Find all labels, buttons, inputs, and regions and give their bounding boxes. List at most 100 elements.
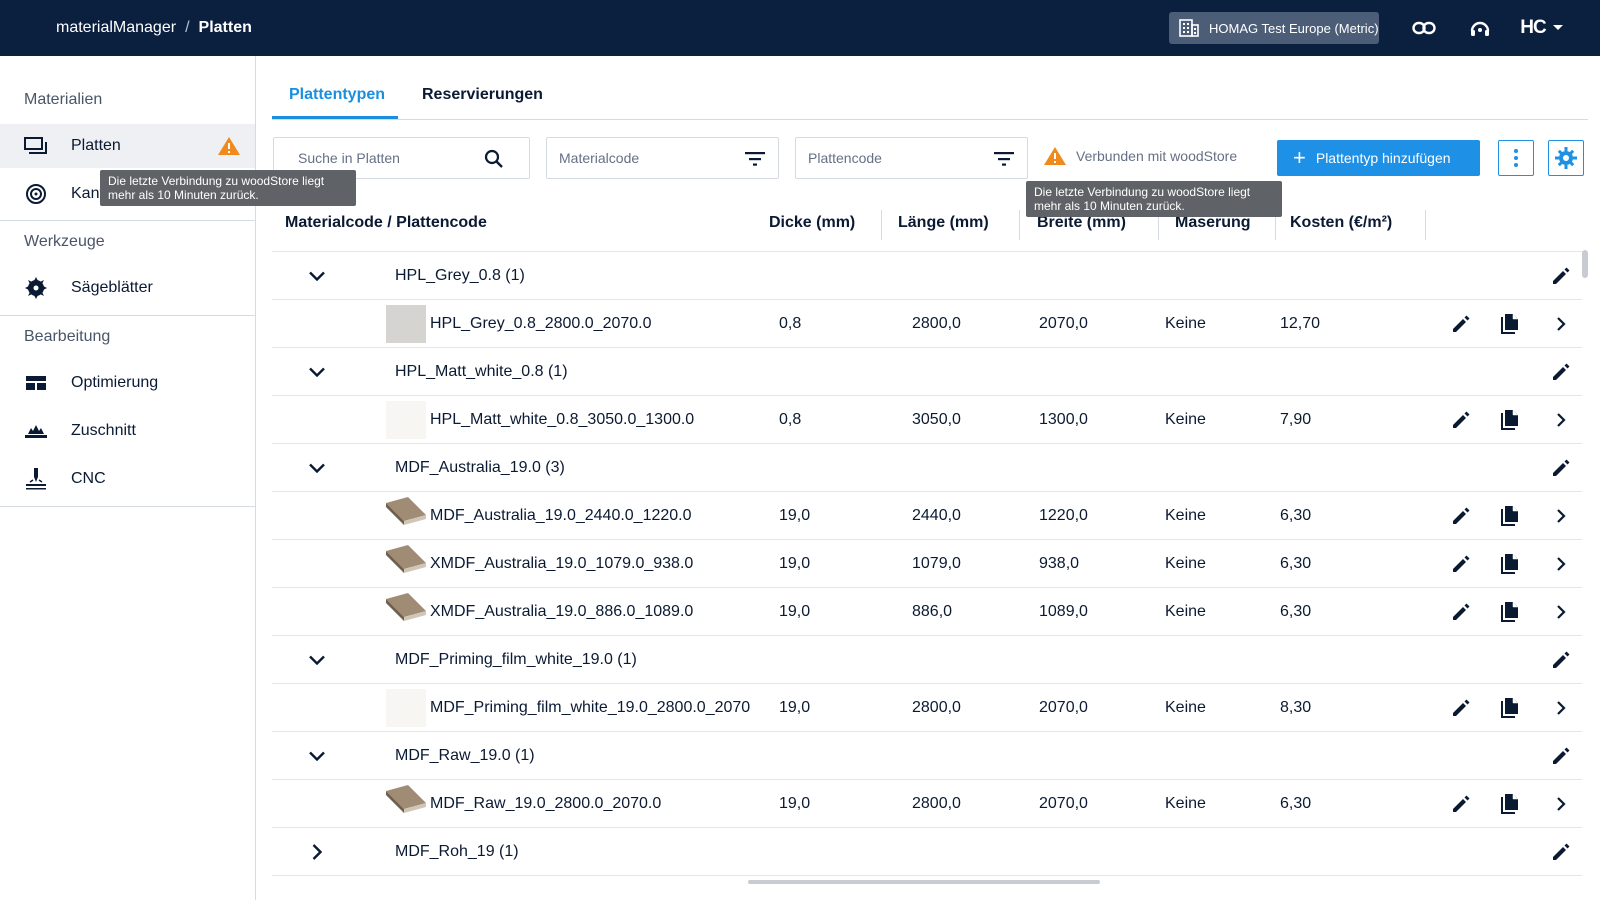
length-cell: 2800,0 <box>912 315 961 332</box>
chevron-down-icon[interactable] <box>308 363 326 381</box>
horizontal-scrollbar[interactable] <box>748 880 1100 884</box>
chevron-right-icon[interactable] <box>1549 696 1573 720</box>
length-cell: 2800,0 <box>912 795 961 812</box>
group-row[interactable]: MDF_Australia_19.0 (3) <box>272 444 1582 492</box>
copy-icon[interactable] <box>1498 696 1522 720</box>
column-header-cost[interactable]: Kosten (€/m²) <box>1290 214 1393 231</box>
link-icon[interactable] <box>1411 16 1437 40</box>
sidebar-item-zuschnitt[interactable]: Zuschnitt <box>0 409 255 453</box>
support-headset-icon[interactable] <box>1467 16 1493 40</box>
edit-group-pencil-icon[interactable] <box>1549 360 1573 384</box>
settings-button[interactable] <box>1548 140 1584 176</box>
edit-pencil-icon[interactable] <box>1449 408 1473 432</box>
length-cell: 2440,0 <box>912 507 961 524</box>
group-row[interactable]: HPL_Matt_white_0.8 (1) <box>272 348 1582 396</box>
chevron-right-icon[interactable] <box>1549 312 1573 336</box>
board-code-cell: MDF_Australia_19.0_2440.0_1220.0 <box>430 507 692 524</box>
chevron-right-icon[interactable] <box>1549 504 1573 528</box>
edit-group-pencil-icon[interactable] <box>1549 456 1573 480</box>
board-code-cell: MDF_Raw_19.0_2800.0_2070.0 <box>430 795 662 812</box>
copy-icon[interactable] <box>1498 552 1522 576</box>
group-row[interactable]: HPL_Grey_0.8 (1) <box>272 252 1582 300</box>
edit-pencil-icon[interactable] <box>1449 792 1473 816</box>
edit-pencil-icon[interactable] <box>1449 552 1473 576</box>
chevron-down-icon[interactable] <box>308 651 326 669</box>
edit-group-pencil-icon[interactable] <box>1549 648 1573 672</box>
board-code-filter[interactable]: Plattencode <box>795 137 1028 179</box>
edit-group-pencil-icon[interactable] <box>1549 264 1573 288</box>
chevron-down-icon <box>1552 25 1563 30</box>
chevron-right-icon[interactable] <box>1549 552 1573 576</box>
chevron-right-icon[interactable] <box>308 843 326 861</box>
board-code-cell: XMDF_Australia_19.0_1079.0_938.0 <box>430 555 694 572</box>
warning-icon[interactable] <box>217 136 241 160</box>
table-row[interactable]: HPL_Matt_white_0.8_3050.0_1300.0 0,8 3050,… <box>272 396 1582 444</box>
table-row[interactable]: XMDF_Australia_19.0_886.0_1089.0 19,0 886,… <box>272 588 1582 636</box>
column-header-width[interactable]: Breite (mm) <box>1037 214 1126 231</box>
column-header-thickness[interactable]: Dicke (mm) <box>769 214 856 231</box>
more-options-button[interactable] <box>1498 140 1534 176</box>
breadcrumb-app[interactable]: materialManager <box>56 19 177 36</box>
breadcrumb-separator: / <box>185 19 190 36</box>
edit-pencil-icon[interactable] <box>1449 696 1473 720</box>
chevron-down-icon[interactable] <box>308 267 326 285</box>
chevron-right-icon[interactable] <box>1549 408 1573 432</box>
group-row[interactable]: MDF_Raw_19.0 (1) <box>272 732 1582 780</box>
table-row[interactable]: XMDF_Australia_19.0_1079.0_938.0 19,0 1079… <box>272 540 1582 588</box>
column-header-length[interactable]: Länge (mm) <box>898 214 989 231</box>
cutting-icon <box>24 421 48 441</box>
copy-icon[interactable] <box>1498 408 1522 432</box>
tab-reservierungen[interactable]: Reservierungen <box>422 86 543 103</box>
edge-roll-icon <box>24 184 48 204</box>
connection-status[interactable]: Verbunden mit woodStore <box>1043 146 1237 166</box>
search-icon[interactable] <box>483 148 505 170</box>
material-code-filter[interactable]: Materialcode <box>546 137 779 179</box>
connection-status-label: Verbunden mit woodStore <box>1076 148 1238 164</box>
sidebar-item-cnc[interactable]: CNC <box>0 457 255 501</box>
edit-pencil-icon[interactable] <box>1449 504 1473 528</box>
filter-icon[interactable] <box>744 148 766 170</box>
width-cell: 938,0 <box>1039 555 1080 572</box>
tenant-selector[interactable]: HOMAG Test Europe (Metric) <box>1169 12 1379 44</box>
column-header-code[interactable]: Materialcode / Plattencode <box>285 214 487 231</box>
copy-icon[interactable] <box>1498 792 1522 816</box>
cost-cell: 6,30 <box>1280 507 1312 524</box>
edit-pencil-icon[interactable] <box>1449 600 1473 624</box>
copy-icon[interactable] <box>1498 504 1522 528</box>
top-bar: materialManager / Platten HOMAG Test Eur… <box>0 0 1600 56</box>
column-header-grain[interactable]: Maserung <box>1175 214 1251 231</box>
group-row[interactable]: MDF_Roh_19 (1) <box>272 828 1582 876</box>
add-board-type-label: Plattentyp hinzufügen <box>1315 150 1451 166</box>
chevron-right-icon[interactable] <box>1549 792 1573 816</box>
edit-pencil-icon[interactable] <box>1449 312 1473 336</box>
sidebar-item-saegeblaetter[interactable]: Sägeblätter <box>0 266 255 310</box>
chevron-down-icon[interactable] <box>308 747 326 765</box>
cnc-icon <box>24 468 48 490</box>
grain-cell: Keine <box>1165 507 1206 524</box>
filter-icon[interactable] <box>993 148 1015 170</box>
edit-group-pencil-icon[interactable] <box>1549 840 1573 864</box>
table-row[interactable]: MDF_Priming_film_white_19.0_2800.0_2070 1… <box>272 684 1582 732</box>
chevron-right-icon[interactable] <box>1549 600 1573 624</box>
table-row[interactable]: MDF_Australia_19.0_2440.0_1220.0 19,0 2440… <box>272 492 1582 540</box>
table-row[interactable]: MDF_Raw_19.0_2800.0_2070.0 19,0 2800,0 2070… <box>272 780 1582 828</box>
chevron-down-icon[interactable] <box>308 459 326 477</box>
user-menu[interactable]: HC <box>1520 16 1564 40</box>
grain-cell: Keine <box>1165 795 1206 812</box>
group-row[interactable]: MDF_Priming_film_white_19.0 (1) <box>272 636 1582 684</box>
vertical-scrollbar[interactable] <box>1582 250 1588 278</box>
sidebar-divider <box>0 220 255 221</box>
group-name: HPL_Matt_white_0.8 (1) <box>395 363 568 380</box>
tab-plattentypen[interactable]: Plattentypen <box>289 86 386 103</box>
material-swatch <box>386 785 426 823</box>
add-board-type-button[interactable]: + Plattentyp hinzufügen <box>1277 140 1480 176</box>
grain-cell: Keine <box>1165 555 1206 572</box>
edit-group-pencil-icon[interactable] <box>1549 744 1573 768</box>
thickness-cell: 19,0 <box>779 795 811 812</box>
material-swatch <box>386 593 426 631</box>
copy-icon[interactable] <box>1498 600 1522 624</box>
sidebar-item-optimierung[interactable]: Optimierung <box>0 361 255 405</box>
copy-icon[interactable] <box>1498 312 1522 336</box>
sidebar-item-platten[interactable]: Platten <box>0 124 255 168</box>
table-row[interactable]: HPL_Grey_0.8_2800.0_2070.0 0,8 2800,0 2070,… <box>272 300 1582 348</box>
